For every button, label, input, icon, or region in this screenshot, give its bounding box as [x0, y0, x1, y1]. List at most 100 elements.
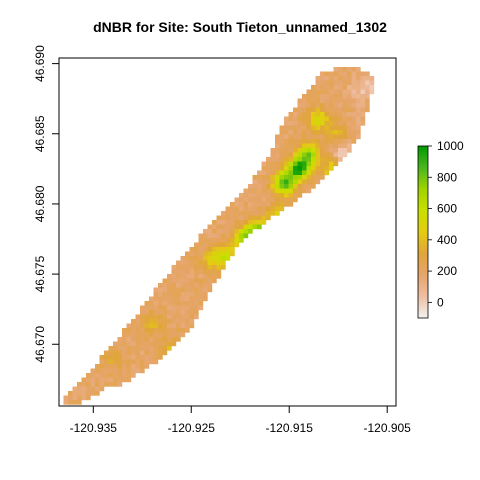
- raster-pixel: [324, 94, 330, 99]
- raster-pixel: [329, 85, 334, 90]
- raster-pixel: [230, 211, 235, 216]
- raster-pixel: [198, 278, 204, 284]
- raster-pixel: [90, 368, 96, 374]
- raster-pixel: [329, 157, 334, 162]
- raster-pixel: [194, 292, 199, 297]
- raster-pixel: [153, 287, 159, 293]
- raster-pixel: [311, 157, 316, 162]
- raster-pixel: [72, 400, 78, 405]
- raster-pixel: [149, 328, 154, 333]
- raster-pixel: [113, 350, 118, 356]
- raster-pixel: [117, 373, 123, 378]
- raster-pixel: [189, 251, 195, 257]
- raster-pixel: [284, 125, 289, 131]
- raster-pixel: [203, 283, 208, 288]
- raster-pixel: [338, 103, 343, 108]
- raster-pixel: [351, 89, 357, 95]
- raster-pixel: [302, 139, 307, 144]
- raster-pixel: [365, 94, 370, 99]
- raster-pixel: [122, 364, 127, 369]
- raster-pixel: [95, 391, 100, 396]
- raster-pixel: [239, 211, 244, 216]
- raster-pixel: [297, 107, 303, 113]
- raster-pixel: [248, 220, 253, 225]
- raster-pixel: [176, 283, 181, 288]
- raster-pixel: [302, 103, 307, 108]
- raster-pixel: [153, 359, 159, 365]
- raster-pixel: [171, 328, 177, 333]
- raster-pixel: [360, 80, 366, 86]
- raster-pixel: [315, 121, 321, 126]
- raster-pixel: [230, 242, 235, 248]
- raster-pixel: [167, 346, 172, 351]
- raster-pixel: [279, 197, 285, 203]
- raster-pixel: [167, 337, 172, 342]
- raster-pixel: [311, 94, 316, 99]
- raster-pixel: [297, 148, 303, 153]
- raster-pixel: [167, 301, 172, 306]
- raster-pixel: [140, 310, 145, 315]
- raster-pixel: [149, 301, 154, 306]
- raster-pixel: [234, 220, 240, 225]
- y-tick-label: 46.685: [33, 115, 47, 152]
- raster-pixel: [257, 202, 262, 207]
- raster-pixel: [257, 175, 262, 180]
- raster-pixel: [234, 229, 240, 234]
- x-axis: -120.935 -120.925 -120.915 -120.905: [70, 406, 411, 435]
- raster-pixel: [333, 103, 339, 108]
- raster-pixel: [77, 382, 82, 387]
- raster-pixel: [351, 134, 357, 140]
- raster-pixel: [248, 197, 253, 203]
- raster-pixel: [306, 94, 312, 99]
- raster-pixel: [360, 94, 366, 99]
- raster-pixel: [239, 224, 244, 230]
- raster-pixel: [270, 166, 276, 171]
- raster-pixel: [230, 247, 235, 252]
- y-tick-label: 46.670: [33, 326, 47, 363]
- raster-pixel: [122, 373, 127, 378]
- raster-pixel: [288, 130, 294, 135]
- raster-pixel: [131, 332, 136, 338]
- raster-pixel: [266, 197, 271, 203]
- raster-pixel: [360, 107, 366, 113]
- raster-pixel: [113, 355, 118, 360]
- raster-pixel: [315, 85, 321, 90]
- raster-pixel: [279, 130, 285, 135]
- raster-pixel: [180, 287, 186, 293]
- raster-pixel: [275, 202, 280, 207]
- raster-pixel: [356, 130, 361, 135]
- raster-pixel: [230, 215, 235, 221]
- raster-pixel: [320, 94, 325, 99]
- raster-pixel: [167, 319, 172, 324]
- raster-pixel: [288, 193, 294, 198]
- raster-pixel: [311, 125, 316, 131]
- raster-pixel: [324, 80, 330, 86]
- raster-pixel: [221, 215, 226, 221]
- raster-pixel: [324, 134, 330, 140]
- raster-pixel: [176, 287, 181, 293]
- raster-pixel: [149, 319, 154, 324]
- raster-pixel: [221, 211, 226, 216]
- raster-pixel: [225, 206, 231, 212]
- raster-pixel: [135, 332, 141, 338]
- raster-pixel: [117, 377, 123, 383]
- raster-pixel: [324, 161, 330, 167]
- raster-pixel: [284, 184, 289, 189]
- raster-pixel: [189, 269, 195, 275]
- raster-pixel: [338, 121, 343, 126]
- raster-pixel: [207, 251, 213, 257]
- raster-pixel: [216, 260, 222, 266]
- raster-pixel: [342, 89, 348, 95]
- raster-pixel: [135, 346, 141, 351]
- raster-pixel: [140, 368, 145, 374]
- raster-pixel: [315, 116, 321, 122]
- raster-pixel: [149, 346, 154, 351]
- raster-pixel: [333, 80, 339, 86]
- raster-pixel: [234, 197, 240, 203]
- raster-pixel: [149, 296, 154, 302]
- raster-pixel: [77, 386, 82, 392]
- raster-pixel: [203, 269, 208, 275]
- raster-pixel: [306, 179, 312, 185]
- raster-pixel: [275, 161, 280, 167]
- raster-pixel: [221, 229, 226, 234]
